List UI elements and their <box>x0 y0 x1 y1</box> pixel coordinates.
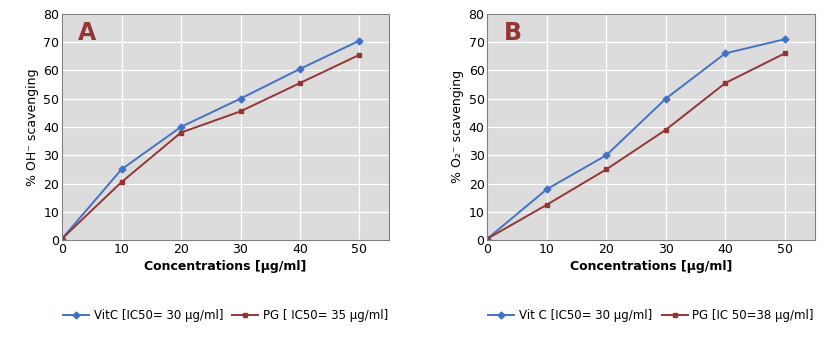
Y-axis label: % OH⁻ scavenging: % OH⁻ scavenging <box>26 68 39 186</box>
Vit C [IC50= 30 µg/ml] <box>601 153 611 157</box>
Vit C [IC50= 30 µg/ml] <box>482 237 492 241</box>
PG [ IC50= 35 µg/ml] <box>117 180 127 184</box>
PG [IC 50=38 µg/ml] <box>542 203 552 207</box>
VitC [IC50= 30 µg/ml] <box>117 167 127 172</box>
VitC [IC50= 30 µg/ml] <box>295 67 305 71</box>
Text: B: B <box>504 21 522 45</box>
VitC [IC50= 30 µg/ml] <box>176 125 186 129</box>
Legend: Vit C [IC50= 30 µg/ml], PG [IC 50=38 µg/ml]: Vit C [IC50= 30 µg/ml], PG [IC 50=38 µg/… <box>488 309 814 322</box>
Line: PG [IC 50=38 µg/ml]: PG [IC 50=38 µg/ml] <box>485 51 787 241</box>
Text: A: A <box>79 21 97 45</box>
Legend: VitC [IC50= 30 µg/ml], PG [ IC50= 35 µg/ml]: VitC [IC50= 30 µg/ml], PG [ IC50= 35 µg/… <box>63 309 389 322</box>
X-axis label: Concentrations [µg/ml]: Concentrations [µg/ml] <box>570 260 732 273</box>
Y-axis label: % O₂⁻ scavenging: % O₂⁻ scavenging <box>452 70 465 184</box>
PG [IC 50=38 µg/ml] <box>780 51 790 55</box>
Line: Vit C [IC50= 30 µg/ml]: Vit C [IC50= 30 µg/ml] <box>485 37 787 241</box>
VitC [IC50= 30 µg/ml] <box>355 38 365 43</box>
VitC [IC50= 30 µg/ml] <box>57 237 67 241</box>
Vit C [IC50= 30 µg/ml] <box>661 97 671 101</box>
Vit C [IC50= 30 µg/ml] <box>720 51 730 55</box>
PG [ IC50= 35 µg/ml] <box>355 53 365 57</box>
PG [IC 50=38 µg/ml] <box>601 167 611 172</box>
PG [IC 50=38 µg/ml] <box>720 81 730 85</box>
PG [IC 50=38 µg/ml] <box>482 237 492 241</box>
Vit C [IC50= 30 µg/ml] <box>780 37 790 41</box>
VitC [IC50= 30 µg/ml] <box>236 97 246 101</box>
Line: VitC [IC50= 30 µg/ml]: VitC [IC50= 30 µg/ml] <box>60 38 362 241</box>
PG [ IC50= 35 µg/ml] <box>176 131 186 135</box>
PG [IC 50=38 µg/ml] <box>661 128 671 132</box>
Vit C [IC50= 30 µg/ml] <box>542 187 552 191</box>
X-axis label: Concentrations [µg/ml]: Concentrations [µg/ml] <box>145 260 307 273</box>
PG [ IC50= 35 µg/ml] <box>57 237 67 241</box>
PG [ IC50= 35 µg/ml] <box>236 109 246 114</box>
Line: PG [ IC50= 35 µg/ml]: PG [ IC50= 35 µg/ml] <box>60 52 362 241</box>
PG [ IC50= 35 µg/ml] <box>295 81 305 85</box>
